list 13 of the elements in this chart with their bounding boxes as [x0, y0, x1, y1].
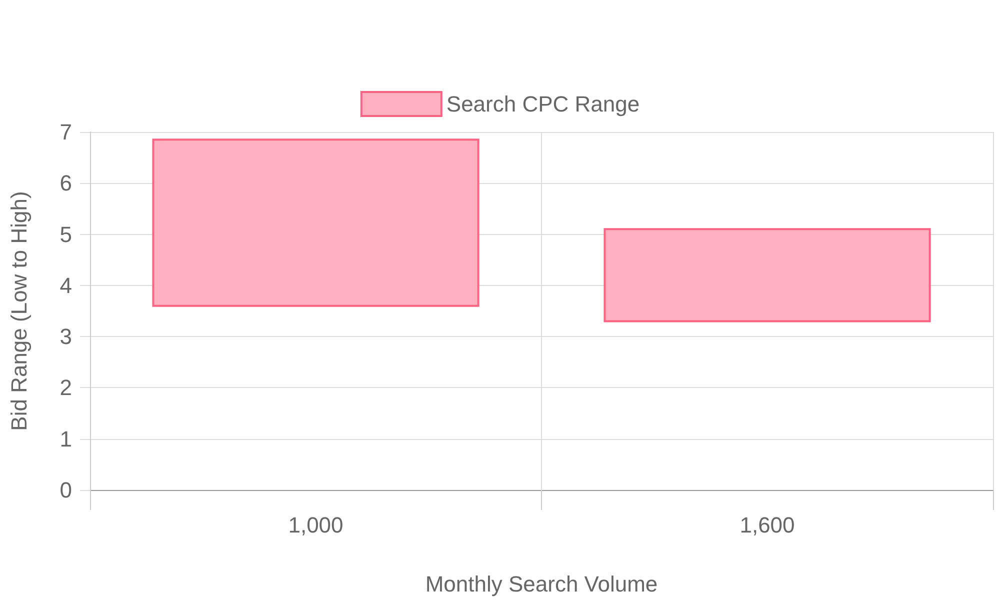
y-tick-label: 6 — [60, 170, 72, 196]
x-tick-label: 1,600 — [740, 512, 795, 538]
x-tick-label: 1,000 — [288, 512, 344, 538]
legend-label: Search CPC Range — [446, 92, 640, 116]
y-tick-label: 5 — [60, 222, 72, 247]
y-tick-label: 2 — [60, 375, 72, 400]
y-axis-title: Bid Range (Low to High) — [6, 191, 32, 431]
y-tick-label: 4 — [60, 272, 72, 298]
y-tick-label: 0 — [60, 478, 72, 502]
x-axis-title: Monthly Search Volume — [425, 572, 658, 596]
y-tick-label: 7 — [60, 120, 72, 144]
y-tick-label: 1 — [60, 426, 72, 452]
y-tick-label: 3 — [60, 324, 72, 350]
